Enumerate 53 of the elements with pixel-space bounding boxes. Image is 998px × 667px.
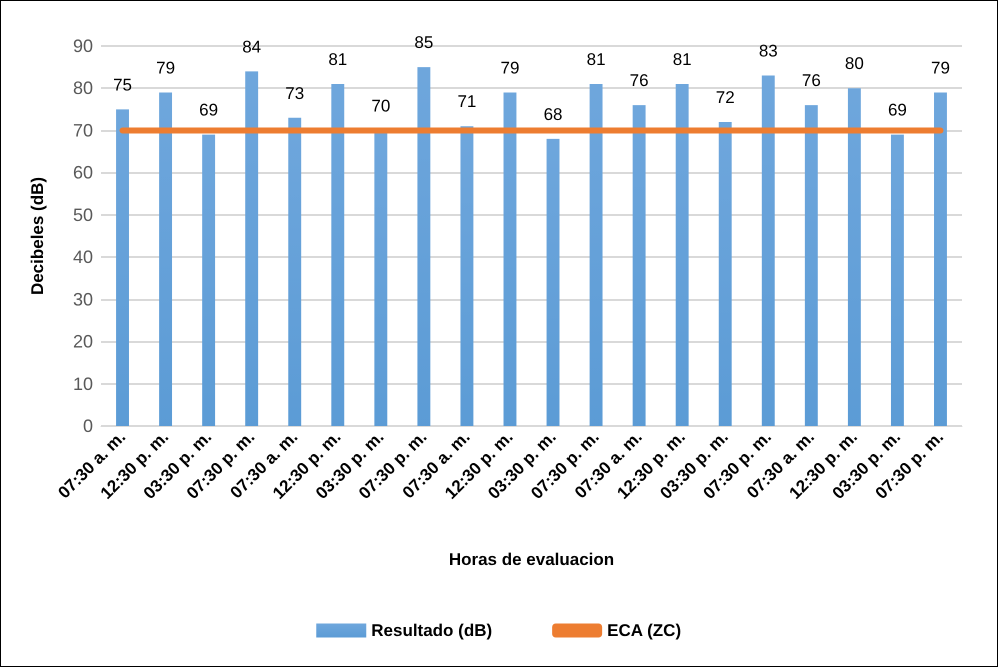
y-tick-label: 60 xyxy=(72,162,93,183)
data-label: 83 xyxy=(758,42,778,61)
bar xyxy=(934,92,947,426)
bar xyxy=(546,138,560,426)
data-label: 75 xyxy=(113,75,132,94)
y-tick-label: 30 xyxy=(72,289,93,310)
data-label: 81 xyxy=(672,50,692,69)
bar xyxy=(632,105,646,426)
bar xyxy=(417,67,430,426)
y-tick-label: 90 xyxy=(72,36,93,56)
bar xyxy=(331,84,344,426)
data-label: 69 xyxy=(199,100,218,120)
data-label: 85 xyxy=(414,33,434,52)
data-label: 76 xyxy=(802,71,821,90)
y-tick-label: 0 xyxy=(82,416,93,436)
x-axis-title: Horas de evaluacion xyxy=(448,550,614,569)
bar xyxy=(590,84,603,426)
bar xyxy=(245,71,258,426)
data-label: 81 xyxy=(328,50,348,69)
bar xyxy=(676,84,689,426)
legend-label: ECA (ZC) xyxy=(607,621,682,640)
data-label: 79 xyxy=(500,58,520,78)
y-axis-title: Decibeles (dB) xyxy=(28,176,47,296)
data-label: 69 xyxy=(888,100,907,120)
y-tick-label: 80 xyxy=(72,78,93,98)
bar xyxy=(804,105,818,426)
bar xyxy=(460,126,474,426)
data-label: 80 xyxy=(844,54,864,74)
data-label: 70 xyxy=(371,96,390,116)
data-label: 76 xyxy=(630,71,649,90)
y-tick-label: 40 xyxy=(72,247,93,268)
y-tick-label: 20 xyxy=(72,332,93,352)
bar xyxy=(159,92,172,426)
bar xyxy=(890,134,904,426)
y-tick-label: 70 xyxy=(72,120,93,140)
bar xyxy=(718,122,732,426)
data-label: 68 xyxy=(544,104,562,124)
bar xyxy=(288,118,302,426)
data-label: 72 xyxy=(716,88,735,107)
data-label: 84 xyxy=(242,37,262,56)
data-label: 81 xyxy=(586,50,606,69)
data-label: 79 xyxy=(156,58,176,78)
bar xyxy=(504,92,516,426)
y-tick-label: 10 xyxy=(72,374,93,394)
bar xyxy=(848,88,861,426)
legend-label: Resultado (dB) xyxy=(371,621,492,640)
y-tick-label: 50 xyxy=(72,204,93,225)
data-label: 71 xyxy=(457,92,476,112)
bar xyxy=(202,134,216,426)
data-label: 79 xyxy=(931,58,950,78)
bar xyxy=(762,76,775,426)
bar xyxy=(116,109,129,426)
data-label: 73 xyxy=(285,84,304,103)
